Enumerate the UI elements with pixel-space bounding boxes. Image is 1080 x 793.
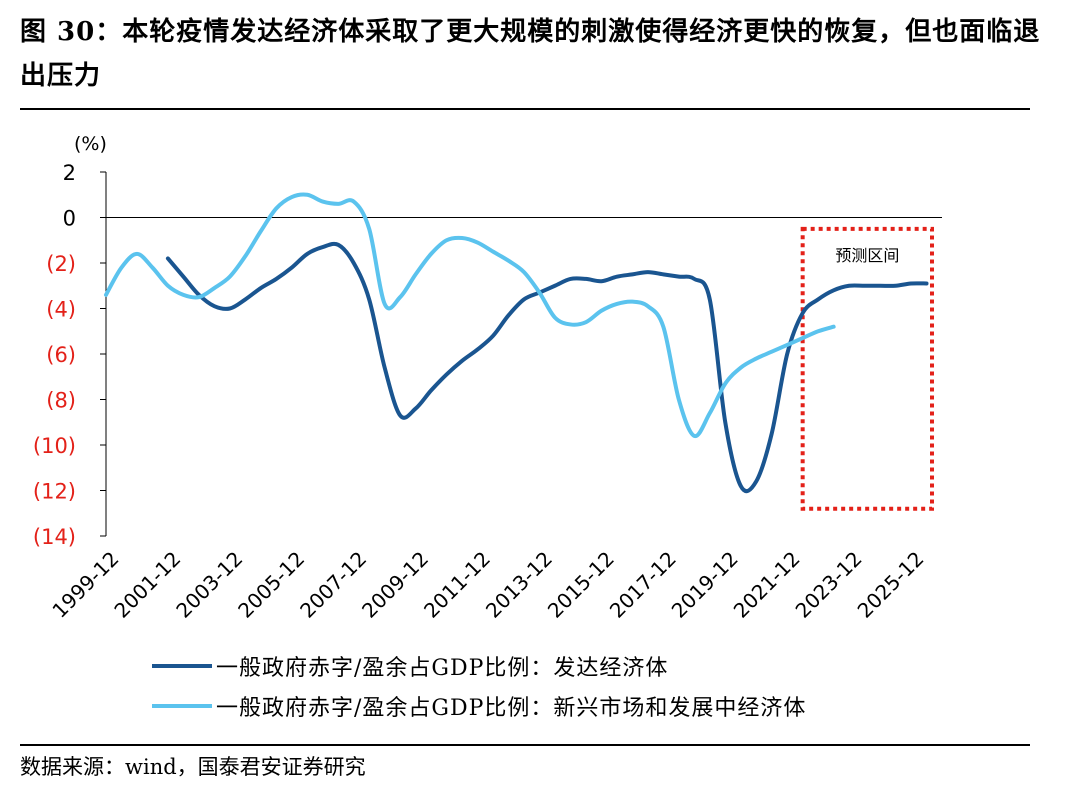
figure-title: 图 30：本轮疫情发达经济体采取了更大规模的刺激使得经济更快的恢复，但也面临退出… (20, 17, 1041, 91)
forecast-label: 预测区间 (835, 246, 899, 265)
x-tick-label: 2007-12 (295, 547, 371, 623)
forecast-box (800, 226, 935, 511)
series-line-developed (165, 241, 929, 494)
source-note: 数据来源：wind，国泰君安证券研究 (20, 755, 366, 779)
x-tick-label: 1999-12 (47, 547, 123, 623)
x-tick-label: 2021-12 (729, 547, 805, 623)
y-tick-label: (14) (33, 525, 76, 549)
y-tick-label: (4) (46, 298, 76, 322)
y-tick-label: (8) (46, 389, 76, 413)
legend-item-developed: 一般政府赤字/盈余占GDP比例：发达经济体 (152, 646, 806, 686)
x-tick-label: 2025-12 (853, 547, 929, 623)
y-tick-label: (2) (46, 252, 76, 276)
series-line-emerging (104, 192, 836, 438)
x-tick-label: 2023-12 (791, 547, 867, 623)
title-divider (20, 108, 1030, 110)
y-tick-label: 2 (63, 161, 76, 185)
x-tick-label: 2009-12 (357, 547, 433, 623)
y-tick-label: 0 (63, 207, 76, 231)
x-tick-label: 2011-12 (419, 547, 495, 623)
y-tick-label: (12) (33, 480, 76, 504)
line-chart: 2 0 (2) (4) (6) (8) (10) (12) (14) (%) 1999-122001… (33, 133, 942, 623)
x-tick-label: 2019-12 (667, 547, 743, 623)
y-tick-label: (10) (33, 434, 76, 458)
legend-label-developed: 一般政府赤字/盈余占GDP比例：发达经济体 (216, 656, 669, 681)
legend-item-emerging: 一般政府赤字/盈余占GDP比例：新兴市场和发展中经济体 (152, 686, 806, 726)
x-tick-label: 2017-12 (605, 547, 681, 623)
x-tick-label: 2001-12 (109, 547, 185, 623)
source-divider (20, 744, 1030, 746)
x-tick-label: 2013-12 (481, 547, 557, 623)
x-tick-label: 2005-12 (233, 547, 309, 623)
legend-label-emerging: 一般政府赤字/盈余占GDP比例：新兴市场和发展中经济体 (216, 696, 807, 721)
legend-swatch-emerging (152, 704, 212, 708)
y-tick-label: (6) (46, 343, 76, 367)
x-tick-label: 2015-12 (543, 547, 619, 623)
y-unit-label: (%) (74, 133, 107, 155)
legend-swatch-developed (152, 664, 212, 668)
x-tick-label: 2003-12 (171, 547, 247, 623)
chart-legend: 一般政府赤字/盈余占GDP比例：发达经济体 一般政府赤字/盈余占GDP比例：新兴… (152, 646, 806, 726)
